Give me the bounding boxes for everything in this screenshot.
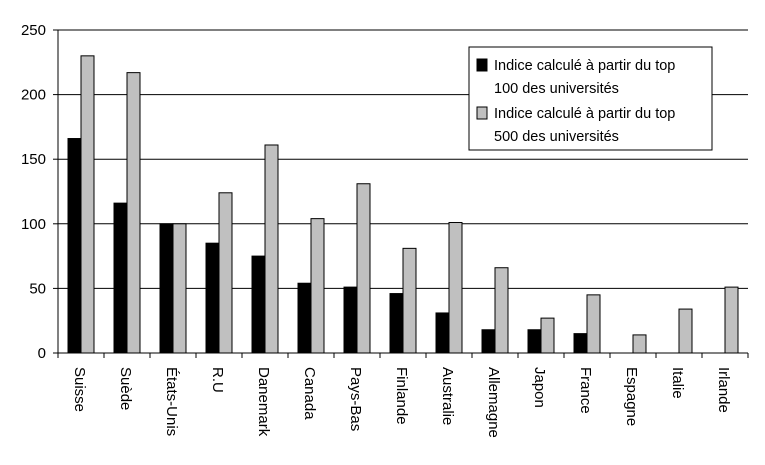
x-category-label: Espagne [623,367,640,426]
bar-top100 [481,329,496,354]
x-category-label: Italie [669,367,686,399]
y-tick-label: 250 [21,22,46,39]
legend-label: Indice calculé à partir du top [494,58,675,74]
x-category-label: Suède [117,367,134,410]
bar-top500 [402,247,417,354]
bar-top500 [356,183,371,354]
bar-top500 [540,317,555,354]
bar-top500 [586,294,601,354]
bar-top100 [573,333,588,354]
bar-top100 [435,312,450,354]
legend-swatch [476,58,488,72]
x-category-label: France [577,367,594,414]
x-category-label: Pays-Bas [347,367,364,431]
bar-top100 [389,293,404,354]
legend-label: Indice calculé à partir du top [494,106,675,122]
legend-label: 100 des universités [494,81,619,97]
x-category-label: Australie [439,367,456,425]
x-category-label: Irlande [715,367,732,413]
y-tick-label: 0 [38,345,46,362]
bar-top100 [251,255,266,354]
x-category-label: Allemagne [485,367,502,438]
bar-top500 [80,55,95,354]
bar-top500 [310,218,325,354]
x-category-label: Canada [301,367,318,420]
axes [57,30,749,358]
x-category-label: Finlande [393,367,410,425]
y-tick-label: 200 [21,87,46,104]
bar-top100 [297,282,312,354]
x-category-label: États-Unis [163,367,180,436]
bar-top100 [343,286,358,354]
x-category-label: R.U [209,367,226,393]
bar-top100 [159,223,174,354]
bar-top100 [67,138,82,354]
bar-top500 [218,192,233,354]
y-tick-label: 50 [29,280,46,297]
legend-swatch [476,106,488,120]
bar-top100 [113,202,128,354]
bar-top500 [632,334,647,354]
bar-top500 [724,286,739,354]
bar-top500 [126,72,141,354]
legend: Indice calculé à partir du top 100 des un… [468,46,713,151]
x-axis-labels: Suisse Suède États-Unis R.U Danemark Canada Pa… [71,367,732,438]
bar-top500 [678,308,693,354]
y-axis-ticks: 0 50 100 150 200 250 [21,22,58,362]
x-category-label: Danemark [255,367,272,437]
bar-top500 [494,267,509,354]
bar-top100 [205,242,220,354]
legend-box [468,46,713,151]
y-tick-label: 100 [21,216,46,233]
bar-top100 [527,329,542,354]
bar-top500 [448,222,463,354]
x-category-label: Suisse [71,367,88,412]
y-tick-label: 150 [21,151,46,168]
x-category-label: Japon [531,367,548,408]
legend-label: 500 des universités [494,129,619,145]
bar-top500 [172,223,187,354]
bar-top500 [264,144,279,354]
